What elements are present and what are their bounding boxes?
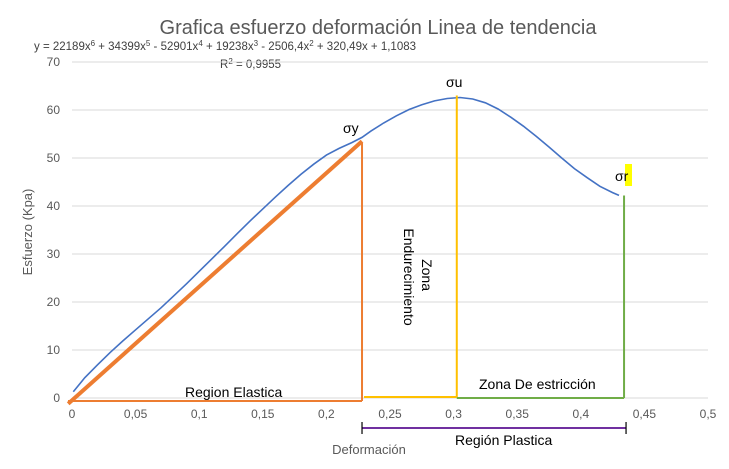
y-tick-label: 50 — [47, 151, 61, 165]
y-tick-label: 0 — [53, 391, 60, 405]
equation-separator: - — [150, 41, 160, 53]
x-tick-label: 0,35 — [506, 407, 530, 421]
x-tick-label: 0,05 — [124, 407, 148, 421]
region-plastica-label: Región Plastica — [455, 432, 552, 448]
x-tick-label: 0,1 — [191, 407, 208, 421]
r-squared-label: R2 = 0,9955 — [220, 57, 281, 72]
zona-estriccion-label: Zona De estricción — [479, 376, 596, 392]
equation-separator: + — [203, 41, 216, 53]
equation-term: 52901x — [161, 41, 199, 53]
x-axis-title: Deformación — [332, 442, 406, 457]
y-axis-title: Esfuerzo (Kpa) — [20, 189, 35, 276]
equation-term: 320,49x + 1,1083 — [327, 41, 416, 53]
x-tick-label: 0,5 — [700, 407, 717, 421]
elastic-linear-fit — [66, 139, 364, 406]
x-tick-label: 0,15 — [251, 407, 275, 421]
x-tick-labels: 0 0,05 0,1 0,15 0,2 0,25 0,3 0,35 0,4 0,45 0,5 — [69, 407, 717, 421]
equation-term: 2506,4x — [268, 41, 309, 53]
sigma-r-label: σr — [615, 168, 629, 184]
x-tick-label: 0,4 — [572, 407, 589, 421]
chart-title: Grafica esfuerzo deformación Linea de te… — [160, 17, 598, 39]
y-tick-label: 20 — [47, 295, 61, 309]
equation-separator: + — [314, 41, 327, 53]
zona-endurecimiento-line1: Zona — [419, 259, 435, 291]
x-tick-label: 0,25 — [378, 407, 402, 421]
equation-exponent: 2 — [309, 39, 314, 48]
y-tick-label: 30 — [47, 247, 61, 261]
zona-endurecimiento-line2: Endurecimiento — [401, 228, 417, 325]
y-tick-label: 60 — [47, 103, 61, 117]
trendline-equation: y = 22189x6 + 34399x5 - 52901x4 + 19238x… — [34, 39, 416, 54]
zona-endurecimiento-label: Zona Endurecimiento — [401, 228, 435, 325]
y-tick-label: 70 — [47, 55, 61, 69]
equation-term: 22189x — [53, 41, 91, 53]
y-tick-labels: 0 10 20 30 40 50 60 70 — [47, 55, 61, 405]
equation-term: 19238x — [216, 41, 254, 53]
annotation-lines — [68, 95, 627, 434]
equation-separator: - — [258, 41, 268, 53]
equation-exponent: 6 — [91, 39, 96, 48]
r-squared-value: = 0,9955 — [233, 59, 281, 71]
sigma-u-label: σu — [446, 74, 462, 90]
stress-strain-series — [72, 96, 620, 393]
region-elastica-label: Region Elastica — [185, 384, 282, 400]
x-tick-label: 0 — [69, 407, 76, 421]
x-tick-label: 0,3 — [445, 407, 462, 421]
gridlines — [72, 61, 708, 399]
sigma-r-highlight — [625, 164, 632, 186]
equation-exponent: 3 — [254, 39, 259, 48]
equation-prefix: y = — [34, 41, 53, 53]
x-tick-label: 0,2 — [318, 407, 335, 421]
equation-term: 34399x — [108, 41, 146, 53]
y-tick-label: 10 — [47, 343, 61, 357]
sigma-y-label: σy — [343, 120, 359, 136]
x-tick-label: 0,45 — [633, 407, 657, 421]
equation-exponent: 4 — [198, 39, 203, 48]
y-tick-label: 40 — [47, 199, 61, 213]
r-squared-base: R — [220, 59, 228, 71]
equation-exponent: 5 — [146, 39, 151, 48]
equation-separator: + — [95, 41, 108, 53]
r-squared-exponent: 2 — [228, 57, 233, 66]
